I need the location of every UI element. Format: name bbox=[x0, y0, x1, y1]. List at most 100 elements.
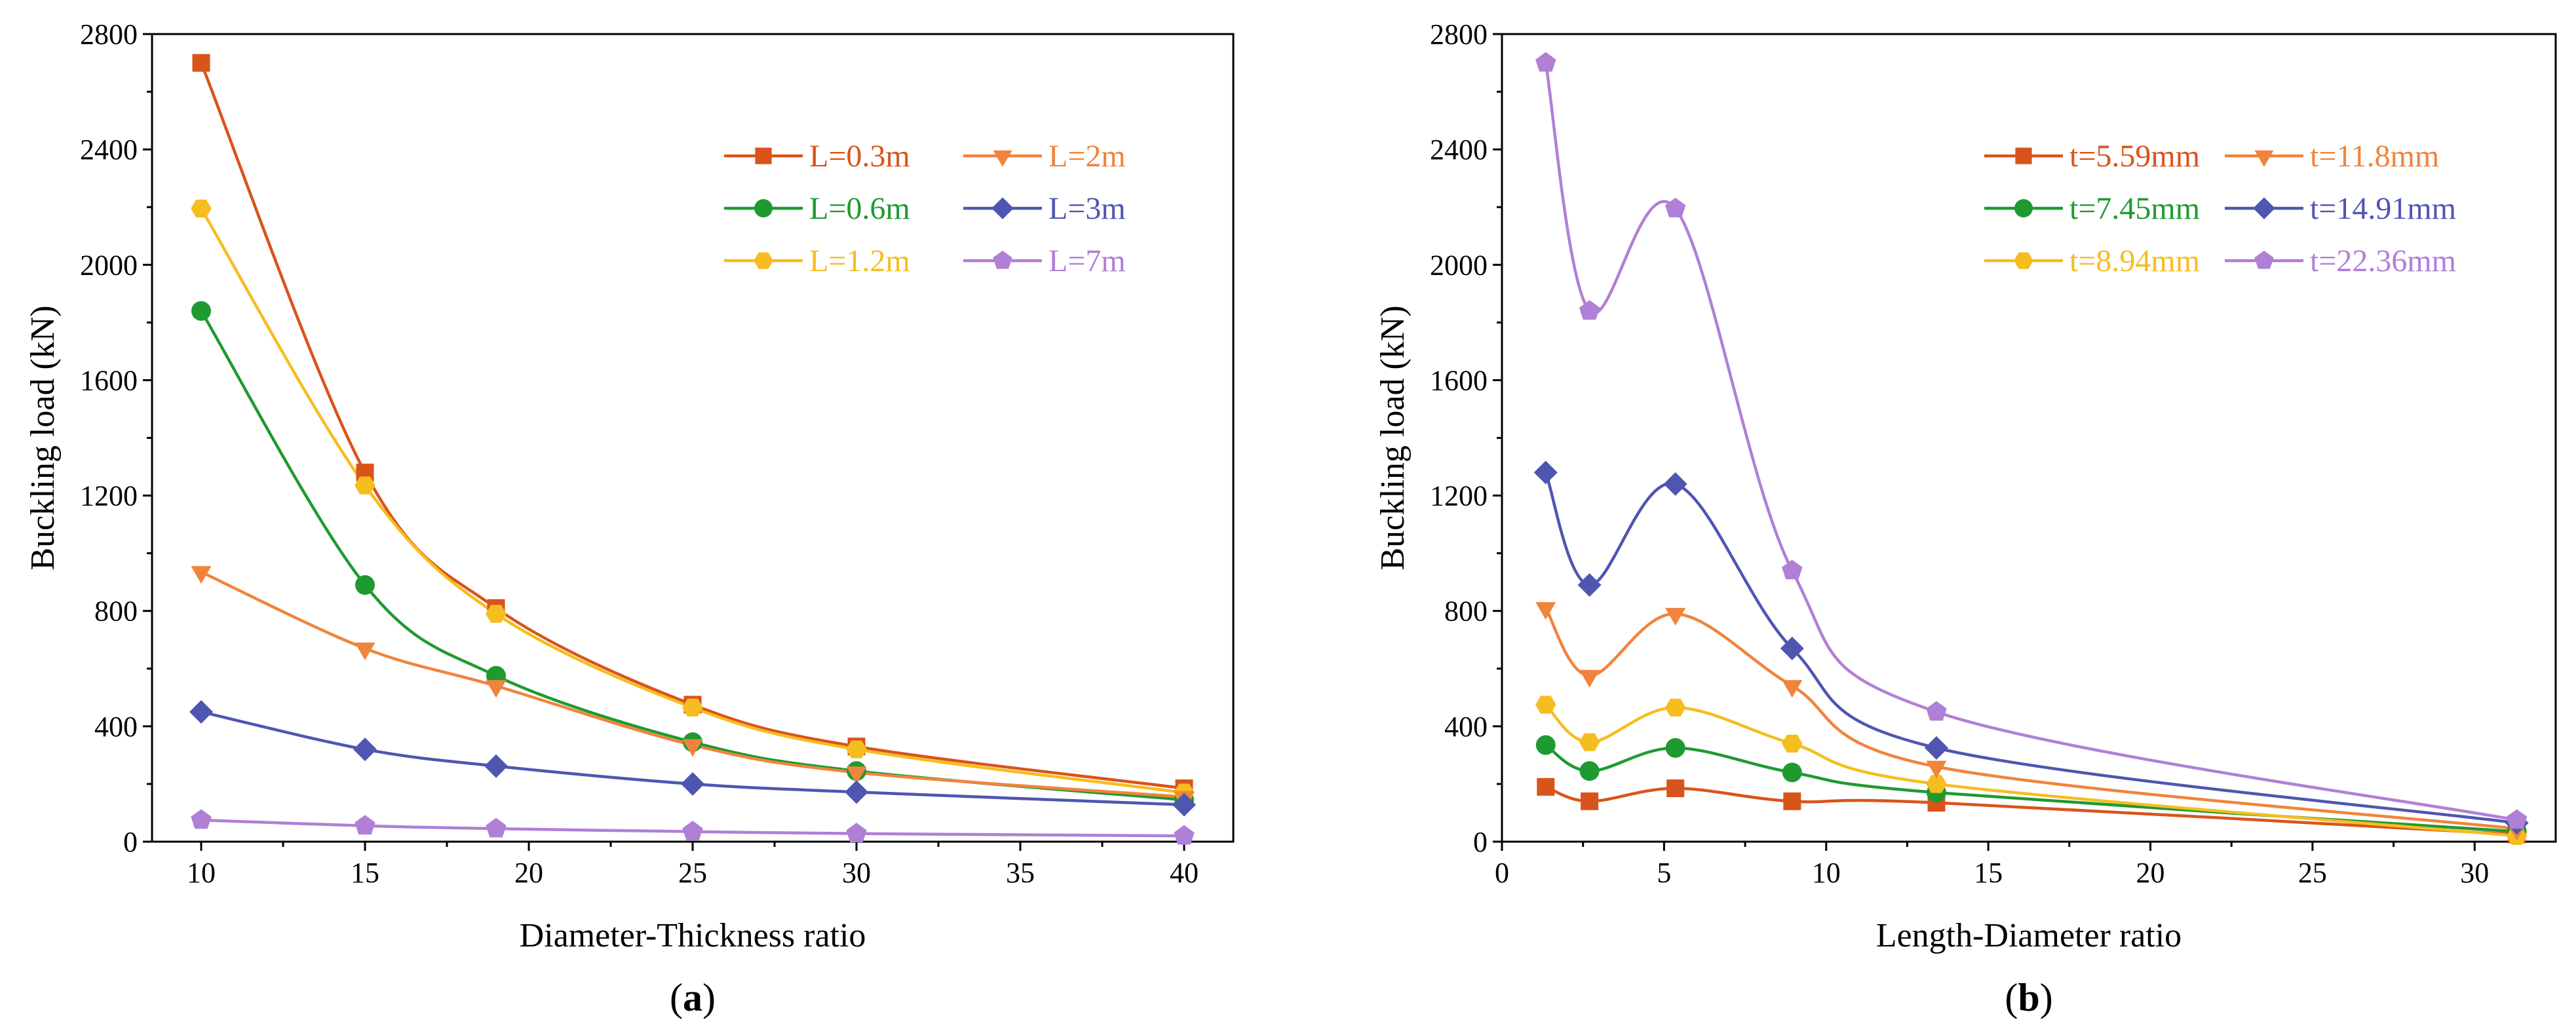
data-point bbox=[846, 766, 867, 785]
legend-item: t=5.59mm bbox=[1984, 139, 2200, 174]
data-point bbox=[1665, 197, 1686, 217]
data-point bbox=[1926, 701, 1947, 721]
y-tick-label: 1600 bbox=[1430, 364, 1488, 396]
x-tick-label: 35 bbox=[1006, 857, 1035, 889]
data-point bbox=[355, 642, 375, 660]
series-line-L=1.2m bbox=[200, 208, 1185, 795]
series-line-t=8.94mm bbox=[1545, 703, 2517, 838]
data-point bbox=[1174, 825, 1195, 845]
data-point bbox=[1535, 602, 1556, 620]
data-point bbox=[189, 700, 213, 724]
data-point bbox=[486, 680, 507, 698]
data-point bbox=[191, 809, 212, 829]
data-point bbox=[1533, 460, 1558, 485]
legend-item: L=2m bbox=[963, 139, 1126, 174]
legend-label: t=8.94mm bbox=[2069, 244, 2200, 278]
y-axis-title: Buckling load (kN) bbox=[1374, 305, 1412, 570]
x-tick-label: 20 bbox=[514, 857, 543, 889]
data-point bbox=[682, 821, 703, 840]
chart-panel-b: 0 400 800 1200 1600 2000 2400 2800 0 5 10 15 20 25 30 L… bbox=[1374, 18, 2557, 1019]
x-tick-label: 40 bbox=[1170, 857, 1199, 889]
data-point bbox=[484, 754, 508, 778]
data-point bbox=[1665, 608, 1686, 626]
data-point bbox=[846, 823, 867, 843]
data-point bbox=[846, 740, 867, 758]
x-tick-label: 20 bbox=[2136, 857, 2165, 889]
x-tick-label: 30 bbox=[2460, 857, 2489, 889]
data-point bbox=[1579, 669, 1600, 688]
y-tick-label: 800 bbox=[1444, 595, 1488, 627]
data-point bbox=[1579, 733, 1600, 751]
data-point bbox=[1782, 680, 1803, 698]
y-tick-label: 2400 bbox=[80, 134, 138, 166]
legend-marker bbox=[755, 147, 772, 164]
data-point bbox=[1665, 738, 1685, 758]
data-point bbox=[2506, 809, 2528, 829]
data-point bbox=[1782, 559, 1803, 580]
series-line-L=0.3m bbox=[199, 62, 1185, 790]
y-tick-label: 2400 bbox=[1430, 134, 1488, 166]
data-point bbox=[192, 54, 210, 72]
x-tick-label: 5 bbox=[1657, 857, 1671, 889]
chart-panel-a: 0 400 800 1200 1600 2000 2400 2800 10 15 20 25 30 35 4… bbox=[24, 18, 1235, 1019]
legend-label: L=1.2m bbox=[809, 244, 910, 278]
series-line-L=2m bbox=[201, 571, 1185, 798]
legend-marker bbox=[2254, 250, 2274, 269]
data-point bbox=[1924, 736, 1948, 760]
legend-label: t=5.59mm bbox=[2069, 139, 2200, 174]
series-line-t=5.59mm bbox=[1545, 785, 2517, 836]
legend: L=0.3m L=0.6m L=1.2m L=2m L=3m L=7m bbox=[724, 139, 1126, 278]
data-point bbox=[1926, 775, 1947, 793]
y-tick-label: 2000 bbox=[80, 249, 138, 281]
legend-marker bbox=[754, 252, 773, 269]
panel-label: (a) bbox=[670, 976, 716, 1019]
legend-item: t=14.91mm bbox=[2225, 191, 2456, 226]
data-point bbox=[682, 698, 703, 717]
x-tick-label: 10 bbox=[1812, 857, 1841, 889]
x-axis-title: Diameter-Thickness ratio bbox=[520, 917, 866, 954]
data-point bbox=[355, 815, 375, 835]
legend-marker bbox=[2014, 252, 2033, 269]
legend-marker bbox=[2253, 197, 2275, 219]
legend-item: t=8.94mm bbox=[1984, 244, 2200, 278]
data-point bbox=[681, 772, 704, 796]
data-point bbox=[1926, 760, 1947, 779]
legend-label: L=7m bbox=[1048, 244, 1126, 278]
y-axis-title: Buckling load (kN) bbox=[24, 305, 62, 570]
legend-label: L=2m bbox=[1048, 139, 1126, 174]
data-point bbox=[486, 817, 507, 838]
legend-marker bbox=[754, 199, 773, 217]
data-point bbox=[353, 738, 377, 762]
legend-item: t=22.36mm bbox=[2225, 244, 2456, 278]
data-point bbox=[1581, 792, 1599, 810]
data-point bbox=[1783, 792, 1801, 810]
series-line-L=0.6m bbox=[200, 310, 1185, 802]
data-point bbox=[1664, 698, 1686, 717]
legend-item: L=3m bbox=[963, 191, 1126, 226]
y-tick-label: 400 bbox=[94, 711, 138, 743]
y-tick-label: 1600 bbox=[80, 364, 138, 396]
legend-label: t=14.91mm bbox=[2310, 191, 2456, 226]
legend-item: L=1.2m bbox=[724, 244, 910, 278]
data-point bbox=[191, 301, 211, 321]
data-point bbox=[682, 739, 703, 757]
data-point bbox=[1537, 777, 1555, 796]
data-point bbox=[355, 575, 375, 595]
legend-label: t=22.36mm bbox=[2310, 244, 2456, 278]
data-point bbox=[1666, 779, 1685, 798]
y-tick-label: 2000 bbox=[1430, 249, 1488, 281]
y-tick-label: 2800 bbox=[1430, 18, 1488, 50]
data-point bbox=[1577, 573, 1602, 597]
legend-label: L=0.6m bbox=[809, 191, 910, 226]
y-tick-label: 400 bbox=[1444, 711, 1488, 743]
data-point bbox=[1663, 472, 1687, 496]
data-point bbox=[355, 476, 375, 495]
legend-label: t=11.8mm bbox=[2310, 139, 2439, 174]
legend-item: t=7.45mm bbox=[1984, 191, 2200, 226]
series-line-t=14.91mm bbox=[1544, 472, 2517, 825]
data-point bbox=[191, 566, 212, 584]
legend-label: t=7.45mm bbox=[2069, 191, 2200, 226]
legend-marker bbox=[993, 150, 1012, 167]
data-point bbox=[1535, 735, 1556, 755]
